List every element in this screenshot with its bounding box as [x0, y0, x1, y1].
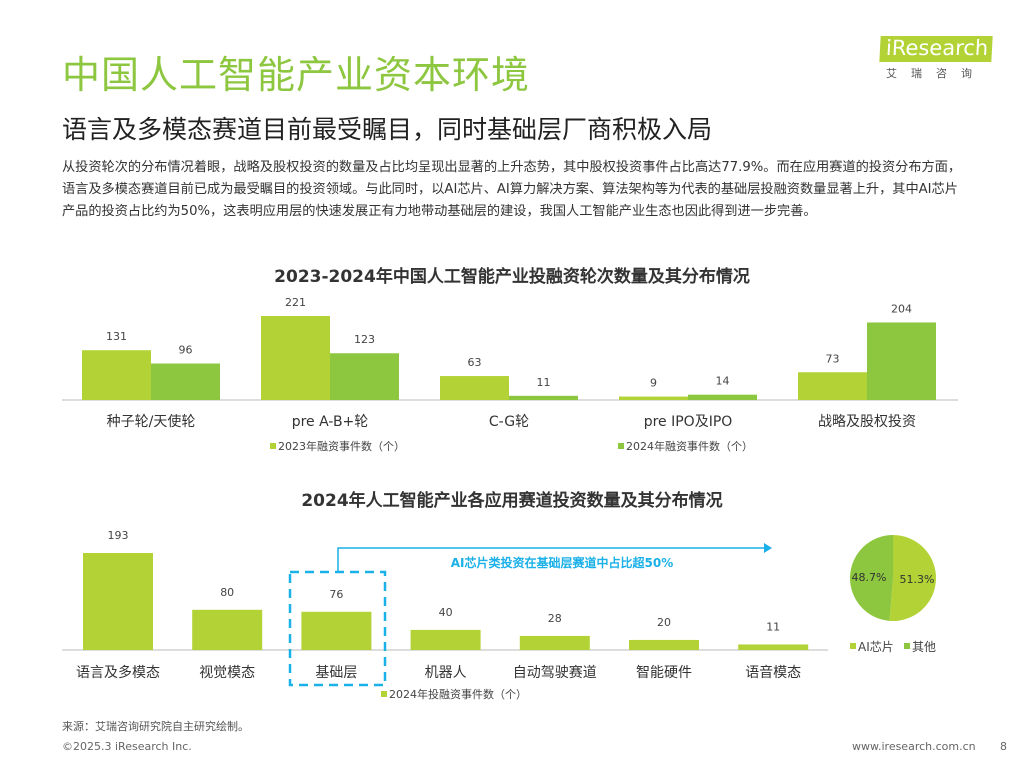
- chart1-data-label: 73: [826, 352, 840, 365]
- chart1-data-label: 123: [354, 333, 375, 346]
- chart2-bar: [410, 629, 481, 650]
- chart1-bar: [867, 322, 936, 400]
- chart1-category-label: 种子轮/天使轮: [107, 413, 196, 430]
- page-title: 中国人工智能产业资本环境: [62, 53, 531, 97]
- chart1-bar: [330, 353, 399, 400]
- chart2-bar: [519, 635, 590, 650]
- chart2-data-label: 11: [766, 620, 780, 633]
- chart1-data-label: 204: [891, 302, 912, 315]
- chart2-legend-label: 2024年投融资事件数（个）: [389, 687, 527, 701]
- copyright: ©2025.3 iResearch Inc.: [62, 740, 192, 753]
- chart2-bar: [629, 639, 699, 650]
- chart1-bar: [151, 363, 220, 400]
- chart1-bar: [798, 372, 867, 400]
- annotation-arrow: [337, 547, 770, 572]
- page-number: 8: [1000, 740, 1007, 753]
- annotation-text: AI芯片类投资在基础层赛道中占比超50%: [451, 555, 673, 570]
- chart1-legend-label: 2024年融资事件数（个）: [626, 439, 753, 453]
- chart2-category-label: 视觉模态: [199, 665, 255, 681]
- chart2-data-label: 193: [108, 529, 129, 542]
- page-subtitle: 语言及多模态赛道目前最受瞩目，同时基础层厂商积极入局: [62, 115, 713, 144]
- pie-data-label: 48.7%: [852, 571, 887, 584]
- chart2-bar: [301, 611, 372, 650]
- chart1-bar: [619, 396, 688, 400]
- chart2-category-label: 语言及多模态: [76, 664, 160, 681]
- chart1-data-label: 96: [179, 344, 193, 357]
- source-note: 来源：艾瑞咨询研究院自主研究绘制。: [62, 720, 249, 733]
- pie-slice: [849, 535, 893, 621]
- chart2-bar: [192, 609, 263, 650]
- chart1-data-label: 9: [650, 377, 657, 390]
- legend-swatch: [850, 643, 856, 649]
- chart1-data-label: 131: [106, 330, 127, 343]
- chart2-bar: [738, 644, 809, 650]
- pie-data-label: 51.3%: [900, 573, 935, 586]
- pie-legend-label: AI芯片: [858, 640, 894, 654]
- chart2-category-label: 机器人: [425, 665, 467, 681]
- legend-swatch: [381, 691, 387, 697]
- chart2-category-label: 语音模态: [745, 664, 801, 681]
- chart2-data-label: 40: [439, 606, 453, 619]
- chart1-bar: [509, 395, 578, 400]
- chart2-category-label: 智能硬件: [636, 665, 692, 681]
- arrow-head-icon: [764, 543, 772, 553]
- chart1-bar: [688, 394, 757, 400]
- iresearch-logo: iResearch 艾瑞咨询: [879, 36, 993, 81]
- chart1-category-label: C-G轮: [489, 414, 529, 430]
- legend-swatch: [618, 443, 624, 449]
- chart1-category-label: 战略及股权投资: [818, 414, 916, 430]
- chart2-category-label: 自动驾驶赛道: [513, 665, 597, 681]
- pie-legend-label: 其他: [912, 640, 936, 654]
- logo-cn: 艾瑞咨询: [886, 67, 986, 80]
- chart1-legend-label: 2023年融资事件数（个）: [278, 439, 405, 453]
- chart1-bar: [440, 376, 509, 400]
- chart2-data-label: 28: [548, 612, 562, 625]
- chart1-data-label: 63: [468, 356, 482, 369]
- summary-paragraph: 从投资轮次的分布情况着眼，战略及股权投资的数量及占比均呈现出显著的上升态势，其中…: [62, 160, 962, 219]
- chart1-title: 2023-2024年中国人工智能产业投融资轮次数量及其分布情况: [274, 267, 750, 287]
- chart1-bar: [261, 316, 330, 400]
- website-url: www.iresearch.com.cn: [852, 740, 976, 753]
- chart2-bar: [83, 553, 153, 650]
- chart2-data-label: 20: [657, 616, 671, 629]
- pie-slice: [889, 535, 936, 622]
- chart2-category-label: 基础层: [315, 664, 357, 681]
- chart1-category-label: pre IPO及IPO: [644, 414, 733, 430]
- chart1-data-label: 14: [716, 375, 730, 388]
- chart2-title: 2024年人工智能产业各应用赛道投资数量及其分布情况: [301, 491, 723, 511]
- legend-swatch: [904, 643, 910, 649]
- legend-swatch: [270, 443, 276, 449]
- chart2-data-label: 80: [220, 586, 234, 599]
- chart2-data-label: 76: [329, 588, 343, 601]
- chart1-data-label: 221: [285, 296, 306, 309]
- chart1-category-label: pre A-B+轮: [292, 414, 369, 430]
- chart1-data-label: 11: [537, 376, 551, 389]
- chart1-bar: [82, 350, 151, 400]
